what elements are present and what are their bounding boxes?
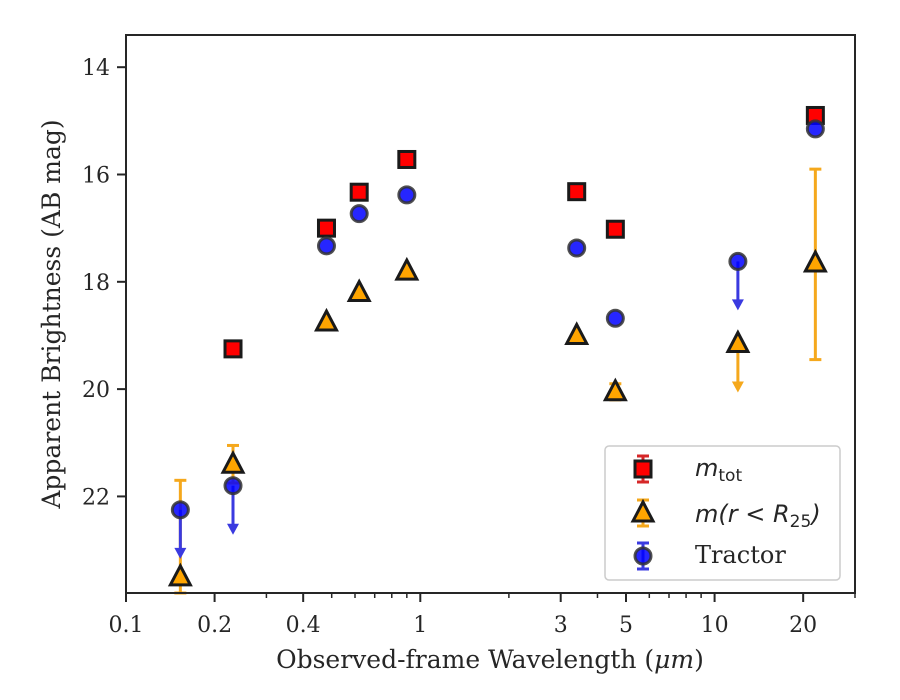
data-point-circle	[567, 238, 587, 258]
data-point-circle	[805, 119, 825, 139]
x-tick-label: 3	[554, 613, 568, 638]
x-tick-label: 0.2	[197, 613, 232, 638]
data-point-square	[567, 182, 587, 202]
y-tick-label: 18	[82, 271, 110, 296]
y-tick-label: 14	[82, 56, 110, 81]
data-marks	[167, 105, 828, 595]
legend-label-m-r25: m(r < R25)	[695, 500, 821, 532]
legend-marker-triangle	[630, 498, 656, 523]
data-point-triangle	[394, 256, 420, 281]
data-point-circle	[349, 204, 369, 224]
upper-limit-arrowhead	[731, 299, 744, 311]
data-point-triangle	[564, 321, 590, 345]
y-tick-label: 20	[82, 378, 110, 403]
upper-limit-arrowhead	[174, 547, 187, 559]
upper-limit-arrowhead	[227, 523, 240, 535]
upper-limit-arrowhead	[731, 381, 744, 393]
legend: mtot m(r < R25) Tractor	[604, 445, 841, 581]
data-point-circle	[170, 500, 190, 520]
data-point-triangle	[346, 278, 372, 303]
data-point-triangle	[602, 377, 628, 402]
legend-box	[604, 445, 841, 581]
legend-label-tractor: Tractor	[695, 541, 786, 569]
data-point-circle	[223, 476, 243, 496]
data-point-square	[605, 219, 625, 239]
data-point-triangle	[725, 329, 751, 354]
axis-ticks: 0.1 0.2 0.4 1 3 5 10 20 14 16 18 20 22	[82, 56, 856, 638]
legend-swatches	[630, 454, 656, 571]
data-point-circle	[397, 185, 417, 205]
data-point-square	[223, 339, 243, 359]
data-point-triangle	[802, 248, 828, 273]
data-point-triangle	[167, 562, 193, 587]
data-point-circle	[728, 251, 748, 271]
data-point-triangle	[220, 450, 246, 474]
data-point-circle	[316, 236, 336, 256]
x-axis-label: Observed-frame Wavelength (μm)	[276, 645, 704, 674]
legend-marker-circle	[633, 546, 653, 566]
x-tick-label: 0.4	[286, 613, 321, 638]
data-point-triangle	[314, 307, 339, 332]
x-tick-label: 10	[701, 613, 729, 638]
data-point-square	[349, 182, 369, 202]
data-point-square	[397, 149, 417, 169]
x-tick-label: 1	[413, 613, 427, 638]
x-tick-label: 5	[619, 613, 633, 638]
x-tick-label: 20	[789, 613, 817, 638]
y-axis-label: Apparent Brightness (AB mag)	[37, 119, 66, 509]
plot-frame	[125, 34, 856, 594]
x-tick-label: 0.1	[109, 613, 144, 638]
data-point-square	[316, 218, 336, 238]
data-point-circle	[605, 308, 625, 328]
y-tick-label: 22	[82, 485, 110, 510]
legend-marker-square	[633, 459, 653, 479]
y-tick-label: 16	[82, 164, 110, 189]
legend-label-mtot: mtot	[695, 454, 742, 486]
